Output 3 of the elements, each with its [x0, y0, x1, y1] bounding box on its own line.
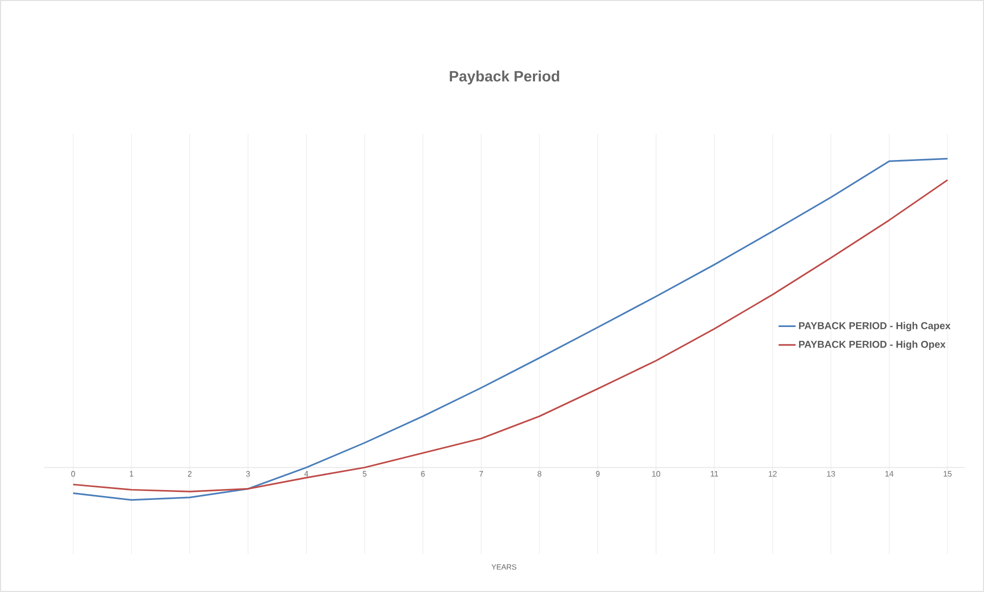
legend-label: PAYBACK PERIOD - High Capex	[799, 322, 951, 332]
chart-title: Payback Period	[450, 70, 560, 84]
legend-label: PAYBACK PERIOD - High Opex	[799, 340, 946, 350]
